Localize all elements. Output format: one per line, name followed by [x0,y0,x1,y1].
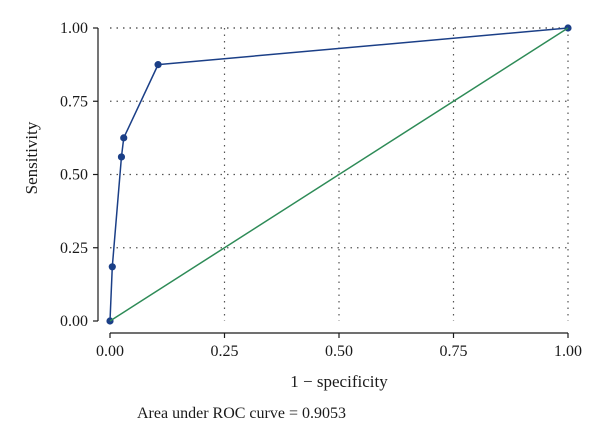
roc-curve-point-1 [108,263,116,271]
series-layer [106,24,572,325]
y-tick-label-3: 0.75 [60,93,88,110]
roc-curve-point-2 [117,153,126,161]
roc-curve-line [109,27,569,322]
x-tick-label-2: 0.50 [325,343,353,360]
y-tick-label-0: 0.00 [60,313,88,330]
axes-layer: 0.00 0.25 0.50 0.75 1.00 0.00 0.25 0.50 0.75 1.00 [60,20,582,360]
y-tick-label-4: 1.00 [60,20,88,37]
reference-line-line [109,27,569,322]
roc-curve-point-4 [154,61,162,69]
x-tick-label-3: 0.75 [440,343,468,360]
y-tick-label-1: 0.25 [60,240,88,257]
auc-annotation: Area under ROC curve = 0.9053 [137,405,346,422]
y-tick-label-2: 0.50 [60,167,88,184]
x-tick-label-1: 0.25 [211,343,239,360]
x-tick-label-4: 1.00 [554,343,582,360]
x-tick-label-0: 0.00 [96,343,124,360]
roc-curve-point-3 [120,134,128,142]
y-axis-title: Sensitivity [22,121,41,194]
x-axis-title: 1 − specificity [290,372,388,391]
